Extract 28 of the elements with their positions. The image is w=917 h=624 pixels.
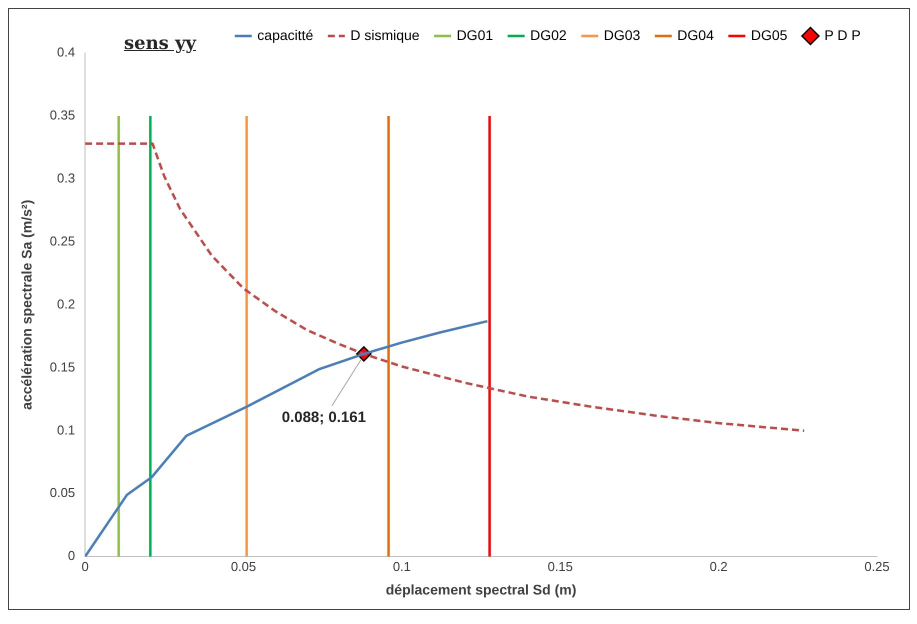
y-tick-label: 0.2 xyxy=(57,296,76,312)
x-tick-label: 0.25 xyxy=(864,558,890,574)
legend-label: DG01 xyxy=(456,26,494,43)
y-tick-label: 0.15 xyxy=(50,359,76,374)
x-tick-label: 0 xyxy=(81,558,89,574)
y-tick-label: 0.05 xyxy=(50,485,76,500)
legend-label: DG05 xyxy=(750,26,788,43)
chart-title: sens yy xyxy=(124,33,196,54)
x-tick-label: 0.15 xyxy=(548,558,573,574)
y-tick-label: 0 xyxy=(68,548,76,564)
x-tick-label: 0.1 xyxy=(392,558,411,574)
line-series xyxy=(85,142,806,432)
legend-label: capacitté xyxy=(257,26,314,43)
legend-label: DG04 xyxy=(677,26,714,43)
y-tick-label: 0.35 xyxy=(50,108,76,123)
y-tick-label: 0.1 xyxy=(57,422,76,438)
legend-label: D sismique xyxy=(350,26,420,43)
legend-label: P D P xyxy=(824,26,861,43)
y-tick-label: 0.3 xyxy=(57,170,76,186)
y-axis-title: accélération spectrale Sa (m/s²) xyxy=(18,200,34,410)
y-tick-label: 0.25 xyxy=(50,233,76,248)
legend-label: DG03 xyxy=(604,26,641,43)
x-tick-label: 0.05 xyxy=(230,558,256,574)
annotation: 0.088; 0.161 xyxy=(282,409,366,426)
legend-label: DG02 xyxy=(530,26,567,43)
x-tick-label: 0.2 xyxy=(710,558,728,574)
y-tick-label: 0.4 xyxy=(57,44,76,60)
x-axis-title: déplacement spectral Sd (m) xyxy=(386,581,576,598)
